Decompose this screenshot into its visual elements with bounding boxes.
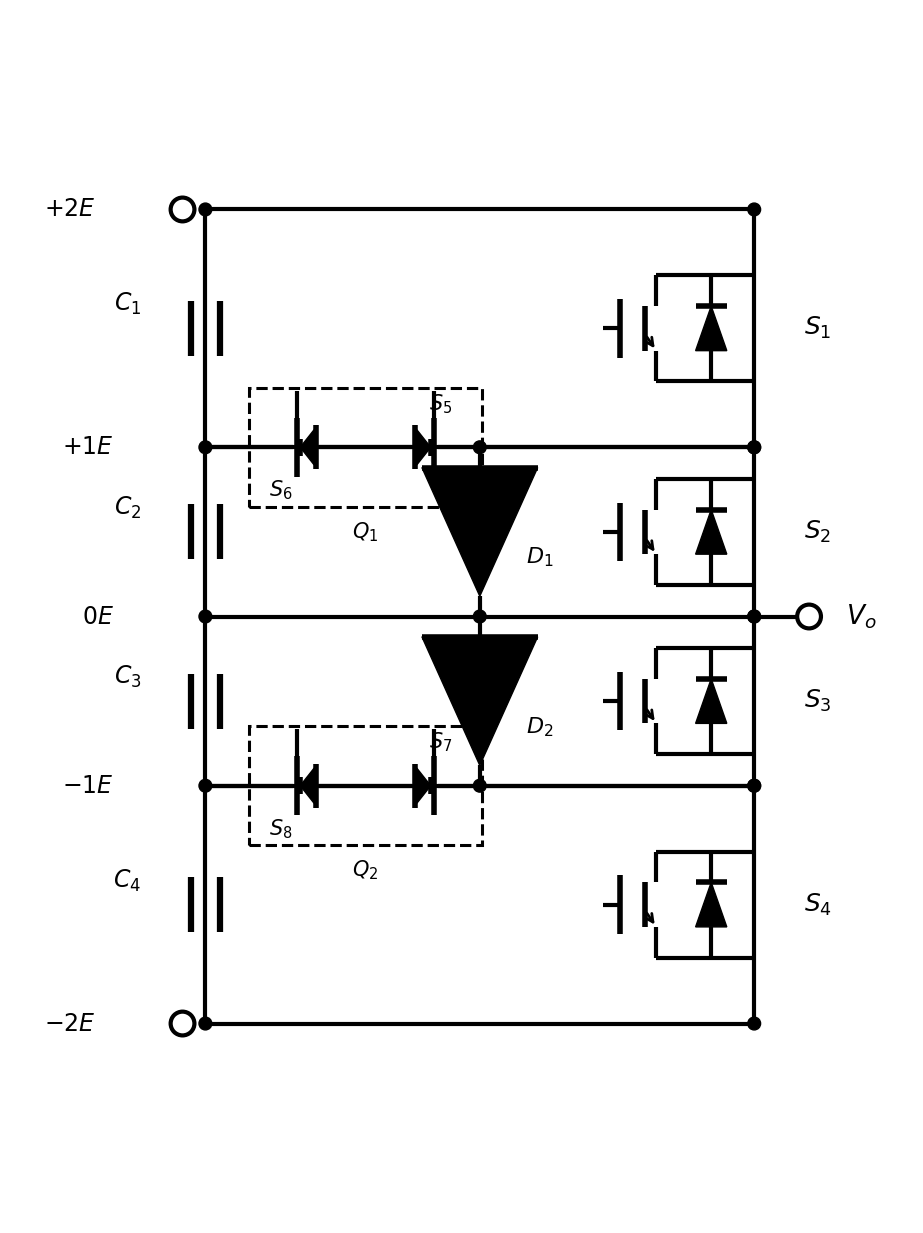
Text: $Q_1$: $Q_1$ xyxy=(353,520,378,544)
Circle shape xyxy=(171,197,195,222)
Text: $-2E$: $-2E$ xyxy=(44,1011,96,1036)
Text: $+1E$: $+1E$ xyxy=(62,435,114,459)
Text: $+2E$: $+2E$ xyxy=(44,197,96,222)
Circle shape xyxy=(199,1017,211,1030)
Circle shape xyxy=(199,203,211,216)
Polygon shape xyxy=(696,883,726,927)
Circle shape xyxy=(199,441,211,454)
Text: $S_2$: $S_2$ xyxy=(805,519,832,545)
Text: $D_1$: $D_1$ xyxy=(525,546,553,570)
Circle shape xyxy=(748,441,761,454)
Circle shape xyxy=(199,779,211,792)
Text: $-1E$: $-1E$ xyxy=(62,774,114,798)
Text: $C_4$: $C_4$ xyxy=(114,868,141,894)
Text: $S_7$: $S_7$ xyxy=(429,731,452,755)
Text: $0E$: $0E$ xyxy=(82,604,114,629)
Text: $S_4$: $S_4$ xyxy=(805,891,833,917)
Polygon shape xyxy=(300,768,314,803)
Circle shape xyxy=(473,610,486,623)
Polygon shape xyxy=(696,679,726,724)
Text: $S_3$: $S_3$ xyxy=(805,688,833,714)
Text: $S_6$: $S_6$ xyxy=(270,478,293,502)
Circle shape xyxy=(748,441,761,454)
Circle shape xyxy=(199,610,211,623)
Text: $C_3$: $C_3$ xyxy=(114,663,141,690)
Polygon shape xyxy=(422,467,538,597)
Text: $C_2$: $C_2$ xyxy=(114,494,141,520)
Circle shape xyxy=(748,610,761,623)
Circle shape xyxy=(473,779,486,792)
Circle shape xyxy=(748,779,761,792)
Circle shape xyxy=(748,203,761,216)
Text: $S_1$: $S_1$ xyxy=(805,316,832,342)
Polygon shape xyxy=(417,768,431,803)
Circle shape xyxy=(748,1017,761,1030)
Text: $V_o$: $V_o$ xyxy=(845,602,876,631)
Circle shape xyxy=(748,610,761,623)
Polygon shape xyxy=(422,636,538,766)
Text: $S_8$: $S_8$ xyxy=(270,817,293,841)
Text: $Q_2$: $Q_2$ xyxy=(353,859,378,883)
Circle shape xyxy=(797,604,821,629)
Text: $S_5$: $S_5$ xyxy=(429,392,452,416)
Text: $C_1$: $C_1$ xyxy=(114,291,141,317)
Polygon shape xyxy=(696,509,726,554)
Polygon shape xyxy=(696,306,726,350)
Polygon shape xyxy=(300,430,314,465)
Circle shape xyxy=(171,1011,195,1036)
Polygon shape xyxy=(417,430,431,465)
Circle shape xyxy=(748,779,761,792)
Text: $D_2$: $D_2$ xyxy=(525,715,553,739)
Circle shape xyxy=(473,441,486,454)
